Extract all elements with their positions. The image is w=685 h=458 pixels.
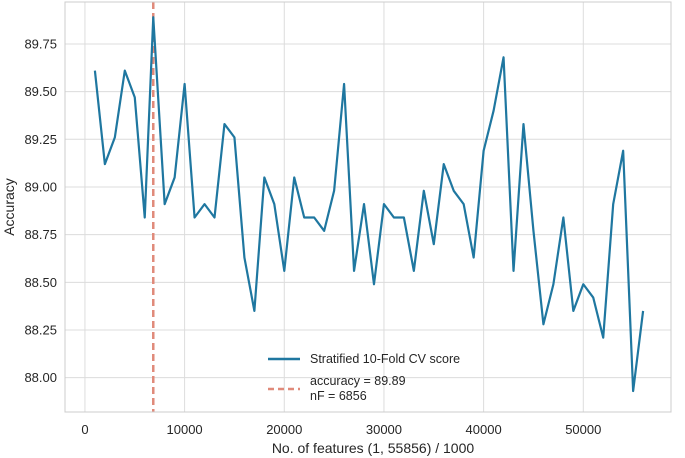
x-tick-label: 40000 bbox=[466, 422, 502, 437]
y-tick-label: 88.00 bbox=[24, 370, 57, 385]
y-tick-label: 89.75 bbox=[24, 36, 57, 51]
x-tick-label: 0 bbox=[81, 422, 88, 437]
legend-label-series: Stratified 10-Fold CV score bbox=[310, 352, 460, 366]
y-tick-labels: 88.00 88.25 88.50 88.75 89.00 89.25 89.50 89.75 bbox=[24, 36, 57, 385]
y-axis-label: Accuracy bbox=[1, 178, 17, 236]
y-tick-label: 89.25 bbox=[24, 132, 57, 147]
legend-label-accuracy: accuracy = 89.89 bbox=[310, 374, 406, 388]
plot-frame bbox=[64, 1, 672, 413]
series-line bbox=[93, 16, 645, 393]
x-axis-label: No. of features (1, 55856) / 1000 bbox=[272, 440, 475, 456]
y-tick-label: 88.50 bbox=[24, 275, 57, 290]
series-group bbox=[93, 16, 645, 393]
y-tick-label: 88.75 bbox=[24, 227, 57, 242]
x-tick-labels: 0 10000 20000 30000 40000 50000 bbox=[81, 422, 601, 437]
plot-area bbox=[65, 2, 671, 412]
x-tick-label: 20000 bbox=[266, 422, 302, 437]
x-tick-label: 30000 bbox=[366, 422, 402, 437]
x-tick-label: 50000 bbox=[565, 422, 601, 437]
legend: Stratified 10-Fold CV score accuracy = 8… bbox=[268, 352, 460, 403]
x-tick-label: 10000 bbox=[167, 422, 203, 437]
y-tick-label: 89.50 bbox=[24, 84, 57, 99]
legend-label-nf: nF = 6856 bbox=[310, 389, 367, 403]
y-tick-label: 89.00 bbox=[24, 179, 57, 194]
y-tick-label: 88.25 bbox=[24, 323, 57, 338]
